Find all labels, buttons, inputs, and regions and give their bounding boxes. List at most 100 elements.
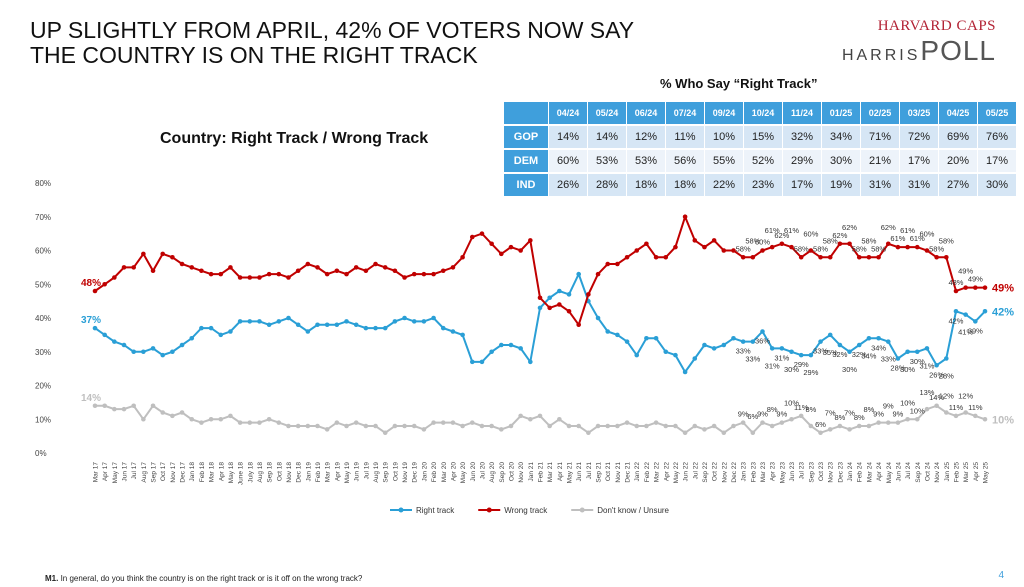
data-point <box>673 244 678 250</box>
x-tick-label: May 18 <box>228 462 235 484</box>
data-point <box>392 319 398 324</box>
data-point <box>595 423 601 429</box>
data-point <box>760 329 765 334</box>
data-point <box>818 254 823 260</box>
data-point <box>798 413 804 419</box>
data-point <box>818 430 823 436</box>
data-point <box>634 352 640 358</box>
data-point <box>131 403 136 409</box>
data-point <box>982 308 988 314</box>
table-cell: 30% <box>822 150 860 172</box>
data-point <box>963 312 968 317</box>
data-point <box>286 423 291 429</box>
data-point <box>469 420 475 425</box>
data-label: 14% <box>81 393 101 404</box>
data-point <box>440 325 446 331</box>
data-point <box>692 423 698 429</box>
data-label: 8% <box>767 405 778 414</box>
data-point <box>924 248 930 253</box>
data-point <box>808 352 814 358</box>
data-label: 58% <box>745 236 760 245</box>
data-point <box>276 271 282 277</box>
data-point <box>634 423 640 429</box>
data-point <box>353 322 359 328</box>
data-point <box>576 423 581 429</box>
x-tick-label: Oct 19 <box>392 462 399 482</box>
data-point <box>673 423 678 429</box>
data-point <box>189 416 195 422</box>
data-label: 61% <box>784 226 799 235</box>
x-tick-label: Jun 21 <box>576 462 583 482</box>
data-point <box>344 423 349 429</box>
data-point <box>586 430 591 436</box>
x-tick-label: Nov 19 <box>402 462 409 483</box>
data-point <box>286 315 291 321</box>
table: 04/24 05/24 06/24 07/24 09/24 10/24 11/24 01/25… <box>503 100 1017 198</box>
legend-label: Wrong track <box>504 506 548 515</box>
data-point <box>605 423 611 429</box>
data-point <box>382 430 388 436</box>
data-point <box>469 234 475 240</box>
x-tick-label: Sep 24 <box>915 462 922 483</box>
data-point <box>760 420 765 425</box>
data-point <box>276 420 282 425</box>
data-label: 61% <box>765 226 780 235</box>
data-point <box>557 302 562 307</box>
x-tick-label: Feb 21 <box>538 462 545 483</box>
legend-marker <box>398 507 404 513</box>
column-header: 02/25 <box>861 102 899 124</box>
data-point <box>286 275 291 280</box>
data-point <box>653 420 659 425</box>
data-label: 11% <box>968 403 983 412</box>
table-cell: 31% <box>861 174 899 196</box>
data-point <box>392 423 398 429</box>
x-tick-label: Jan 23 <box>741 462 748 482</box>
data-point <box>150 268 156 274</box>
data-point <box>237 319 243 324</box>
x-tick-label: Dec 19 <box>412 462 419 483</box>
data-point <box>702 342 707 348</box>
table-cell: 23% <box>744 174 782 196</box>
data-point <box>528 416 533 422</box>
x-tick-label: Jun 24 <box>895 462 902 482</box>
data-point <box>421 427 427 432</box>
data-label: 9% <box>873 410 884 419</box>
title-line: UP SLIGHTLY FROM APRIL, 42% OF VOTERS NO… <box>30 17 635 43</box>
data-label: 30% <box>784 365 799 374</box>
data-label: 9% <box>893 410 904 419</box>
data-point <box>615 423 620 429</box>
data-point <box>363 423 369 429</box>
data-point <box>856 342 862 348</box>
table-cell: 12% <box>627 126 665 148</box>
x-tick-label: Jan 25 <box>944 462 951 482</box>
data-point <box>905 244 910 250</box>
data-point <box>934 362 939 368</box>
data-point <box>499 251 504 257</box>
data-point <box>740 339 746 344</box>
data-point <box>208 416 214 422</box>
data-point <box>508 423 514 429</box>
data-label: 8% <box>834 413 845 422</box>
data-point <box>324 427 330 432</box>
x-tick-label: Nov 21 <box>615 462 622 483</box>
data-label: 58% <box>736 244 751 253</box>
data-point <box>944 356 949 361</box>
data-point <box>208 325 214 331</box>
data-point <box>789 349 794 355</box>
data-label: 12% <box>939 392 954 401</box>
data-point <box>702 427 707 432</box>
data-point <box>769 244 775 250</box>
table-cell: 28% <box>588 174 626 196</box>
x-tick-label: Jul 23 <box>799 462 806 480</box>
data-label: 35% <box>823 348 838 357</box>
data-point <box>847 427 852 432</box>
table-cell: 10% <box>705 126 743 148</box>
data-point <box>963 410 968 415</box>
x-tick-label: Mar 22 <box>654 462 661 483</box>
x-tick-label: Dec 17 <box>180 462 187 483</box>
y-tick-label: 50% <box>35 280 51 289</box>
data-point <box>653 335 659 341</box>
data-point <box>440 268 446 274</box>
data-label: 28% <box>939 372 954 381</box>
